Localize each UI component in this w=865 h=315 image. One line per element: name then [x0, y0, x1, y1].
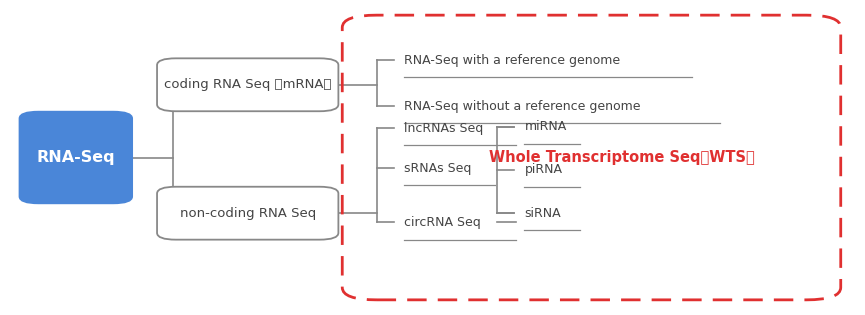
- FancyBboxPatch shape: [20, 112, 132, 203]
- FancyBboxPatch shape: [157, 58, 338, 111]
- Text: sRNAs Seq: sRNAs Seq: [404, 162, 471, 175]
- Text: lncRNAs Seq: lncRNAs Seq: [404, 122, 484, 135]
- Text: miRNA: miRNA: [524, 120, 567, 133]
- Text: non-coding RNA Seq: non-coding RNA Seq: [180, 207, 316, 220]
- Text: circRNA Seq: circRNA Seq: [404, 216, 481, 229]
- Text: RNA-Seq without a reference genome: RNA-Seq without a reference genome: [404, 100, 641, 113]
- Text: RNA-Seq with a reference genome: RNA-Seq with a reference genome: [404, 54, 620, 66]
- Text: piRNA: piRNA: [524, 163, 562, 176]
- Text: RNA-Seq: RNA-Seq: [36, 150, 115, 165]
- FancyBboxPatch shape: [157, 187, 338, 240]
- Text: coding RNA Seq （mRNA）: coding RNA Seq （mRNA）: [164, 78, 331, 91]
- Text: siRNA: siRNA: [524, 207, 561, 220]
- Text: Whole Transcriptome Seq（WTS）: Whole Transcriptome Seq（WTS）: [489, 150, 754, 165]
